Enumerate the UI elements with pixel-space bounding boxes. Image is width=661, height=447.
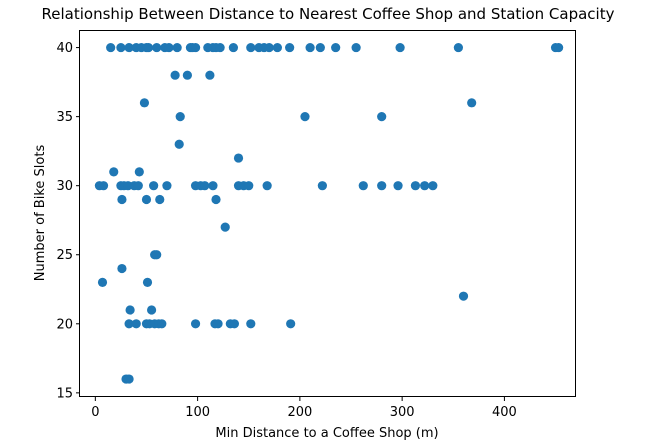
data-point bbox=[125, 305, 135, 315]
data-point bbox=[146, 305, 157, 315]
data-point bbox=[272, 42, 282, 53]
data-point bbox=[117, 263, 127, 274]
data-point bbox=[215, 42, 225, 53]
data-point bbox=[142, 277, 153, 287]
data-point bbox=[200, 181, 210, 191]
data-point bbox=[141, 194, 152, 205]
data-point bbox=[152, 42, 162, 53]
y-tick-label: 30 bbox=[56, 179, 73, 194]
data-point bbox=[246, 319, 256, 329]
y-tick-label: 40 bbox=[56, 41, 73, 56]
data-points bbox=[94, 42, 564, 384]
data-point bbox=[124, 374, 134, 384]
plot-area: 0 100 200 300 400 15 20 25 30 35 40 bbox=[56, 30, 576, 420]
data-point bbox=[155, 194, 165, 205]
y-axis-ticks: 15 20 25 30 35 40 bbox=[56, 41, 80, 401]
data-point bbox=[211, 194, 221, 205]
data-point bbox=[109, 167, 119, 177]
data-point bbox=[220, 222, 230, 232]
y-tick-label: 15 bbox=[56, 386, 73, 401]
data-point bbox=[124, 42, 134, 53]
y-tick-label: 20 bbox=[56, 317, 73, 332]
x-tick-label: 200 bbox=[287, 405, 312, 420]
data-point bbox=[377, 181, 387, 191]
data-point bbox=[134, 167, 144, 177]
data-point bbox=[139, 98, 150, 108]
data-point bbox=[467, 98, 477, 108]
data-point bbox=[331, 42, 341, 53]
data-point bbox=[98, 181, 109, 191]
data-point bbox=[106, 42, 116, 53]
data-point bbox=[410, 181, 421, 191]
data-point bbox=[162, 181, 172, 191]
y-tick-label: 25 bbox=[56, 248, 73, 263]
data-point bbox=[377, 112, 387, 122]
data-point bbox=[174, 139, 184, 149]
data-point bbox=[395, 42, 405, 53]
data-point bbox=[262, 181, 272, 191]
axes-frame bbox=[79, 30, 576, 397]
data-point bbox=[170, 70, 180, 80]
y-axis-label: Number of Bike Slots bbox=[33, 145, 48, 282]
data-point bbox=[208, 181, 218, 191]
data-point bbox=[358, 181, 368, 191]
x-tick-label: 300 bbox=[390, 405, 415, 420]
x-tick-label: 400 bbox=[492, 405, 517, 420]
data-point bbox=[286, 319, 296, 329]
data-point bbox=[143, 42, 154, 53]
x-tick-label: 100 bbox=[185, 405, 210, 420]
y-tick-label: 35 bbox=[56, 110, 73, 125]
data-point bbox=[228, 42, 239, 53]
data-point bbox=[182, 70, 192, 80]
data-point bbox=[351, 42, 361, 53]
data-point bbox=[300, 112, 310, 122]
data-point bbox=[213, 319, 223, 329]
chart-title: Relationship Between Distance to Nearest… bbox=[42, 5, 615, 23]
data-point bbox=[233, 153, 244, 163]
data-point bbox=[116, 42, 126, 53]
data-point bbox=[190, 42, 201, 53]
data-point bbox=[172, 42, 182, 53]
data-point bbox=[420, 181, 430, 191]
data-point bbox=[244, 181, 254, 191]
data-point bbox=[393, 181, 403, 191]
data-point bbox=[175, 112, 185, 122]
data-point bbox=[133, 181, 143, 191]
data-point bbox=[285, 42, 295, 53]
data-point bbox=[264, 42, 274, 53]
x-axis-ticks: 0 100 200 300 400 bbox=[91, 397, 517, 420]
data-point bbox=[317, 181, 327, 191]
data-point bbox=[453, 42, 463, 53]
data-point bbox=[305, 42, 315, 53]
data-point bbox=[152, 250, 162, 260]
data-point bbox=[131, 319, 141, 329]
data-point bbox=[157, 319, 167, 329]
data-point bbox=[205, 70, 215, 80]
data-point bbox=[246, 42, 256, 53]
data-point bbox=[149, 181, 159, 191]
x-tick-label: 0 bbox=[91, 405, 99, 420]
data-point bbox=[428, 181, 438, 191]
x-axis-label: Min Distance to a Coffee Shop (m) bbox=[215, 426, 438, 441]
data-point bbox=[124, 319, 134, 329]
data-point bbox=[97, 277, 108, 287]
data-point bbox=[117, 194, 127, 205]
data-point bbox=[229, 319, 240, 329]
data-point bbox=[190, 319, 201, 329]
data-point bbox=[315, 42, 325, 53]
data-point bbox=[554, 42, 564, 53]
data-point bbox=[164, 42, 174, 53]
data-point bbox=[458, 291, 469, 301]
